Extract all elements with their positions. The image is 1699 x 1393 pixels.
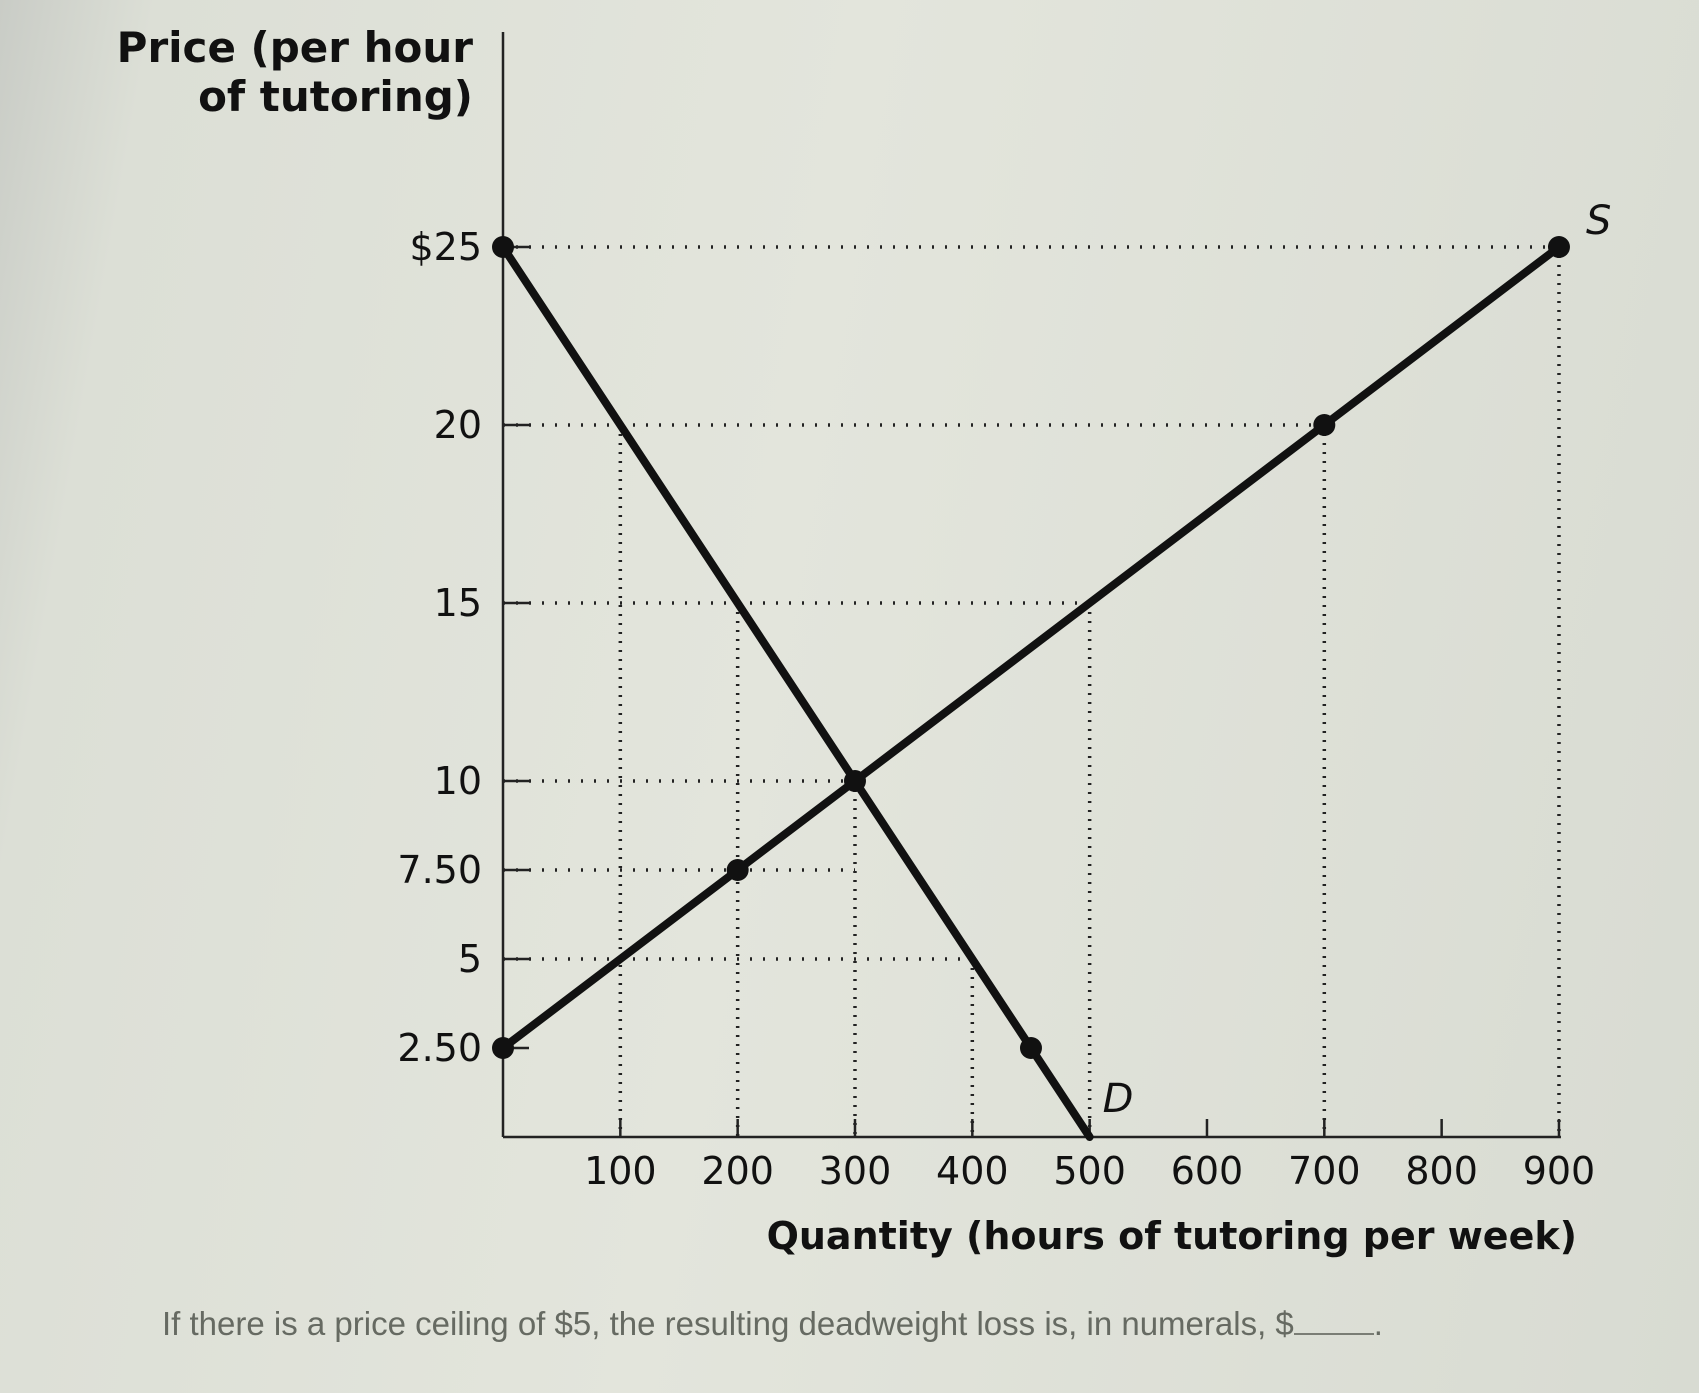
y-tick-label: 20 [434,403,482,447]
data-point-d [1019,1037,1042,1059]
x-tick-label: 400 [936,1149,1009,1193]
data-point-s [492,1037,514,1059]
y-tick-label: 7.50 [397,848,482,892]
data-point-s [726,859,749,881]
y-tick-label: 2.50 [397,1026,482,1070]
chart-guides [503,245,1561,1137]
chart-axes [501,32,1561,1139]
chart-points [492,236,1570,1059]
x-tick-label: 500 [1053,1149,1126,1193]
series-label-s: S [1586,198,1611,244]
chart-lines [499,243,1563,1141]
y-axis-title: of tutoring) [198,72,473,121]
series-label-d: D [1103,1076,1134,1122]
data-point-s [1313,414,1336,436]
x-tick-label: 100 [584,1149,657,1193]
x-tick-label: 200 [701,1149,774,1193]
chart: $25 20 15 10 7.50 5 2.50 100 200 300 400 500 600 700 8… [117,23,1612,1258]
data-point-s [1547,236,1570,258]
answer-blank[interactable] [1293,1332,1374,1335]
y-tick-label: $25 [409,225,482,269]
question-text: If there is a price ceiling of $5, the r… [162,1305,1562,1343]
y-tick-label: 10 [434,759,482,803]
x-tick-label: 800 [1405,1149,1478,1193]
x-axis-title: Quantity (hours of tutoring per week) [767,1214,1577,1258]
data-point-s [843,770,866,792]
series-line-d [499,243,1094,1141]
x-tick-label: 900 [1523,1149,1596,1193]
x-tick-label: 300 [819,1149,892,1193]
data-point-d [492,236,514,258]
x-tick-label: 600 [1171,1149,1244,1193]
y-axis-title: Price (per hour [117,23,474,72]
question-suffix: . [1373,1305,1383,1342]
x-tick-label: 700 [1288,1149,1361,1193]
question-prompt: If there is a price ceiling of $5, the r… [162,1305,1294,1342]
y-tick-label: 5 [458,937,482,981]
chart-labels: $25 20 15 10 7.50 5 2.50 100 200 300 400 500 600 700 8… [117,23,1612,1258]
series-line-s [499,243,1563,1052]
y-tick-label: 15 [434,581,482,625]
